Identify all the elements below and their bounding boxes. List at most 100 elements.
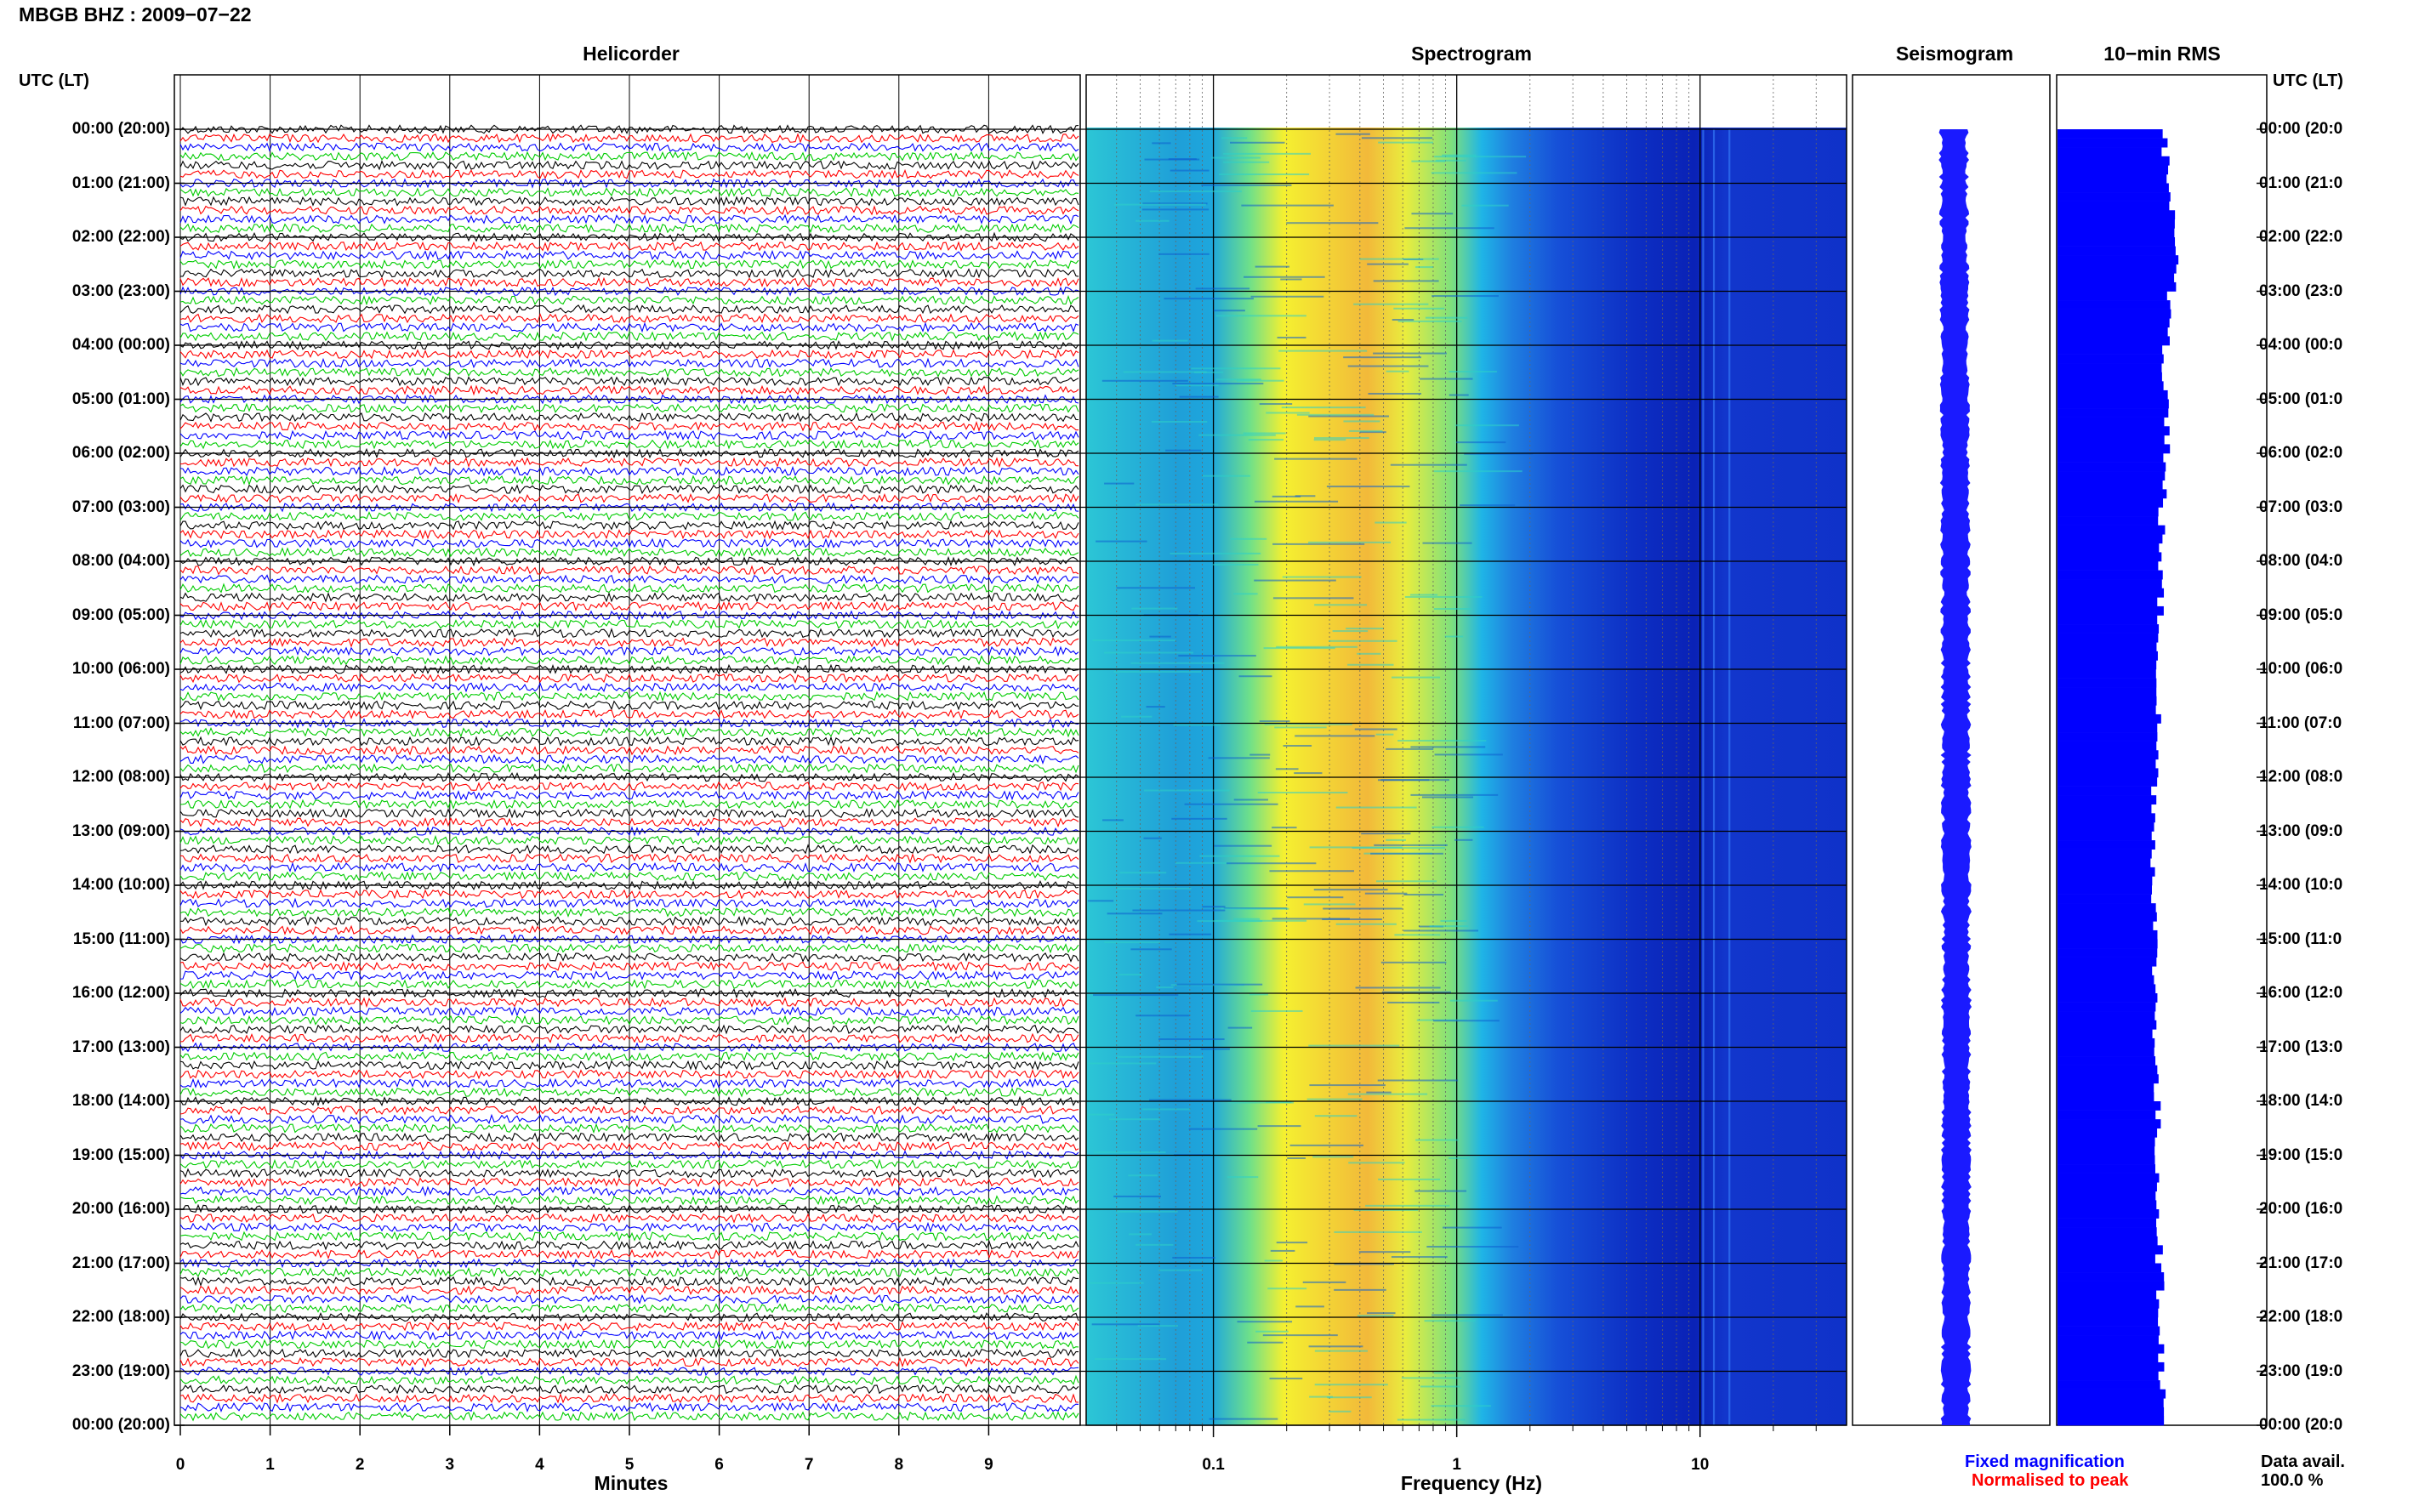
spectrogram-noise-streak <box>1367 263 1409 265</box>
rms-bar <box>2058 588 2165 598</box>
rms-bar <box>2058 1065 2158 1075</box>
rms-bar <box>2058 1380 2160 1390</box>
right-hour-label: 00:00 (20:0 <box>2259 1416 2343 1434</box>
rms-bar <box>2058 660 2157 670</box>
spectrogram-noise-streak <box>1434 156 1527 158</box>
rms-bar <box>2058 849 2152 859</box>
right-hour-label: 20:00 (16:0 <box>2259 1200 2343 1218</box>
spectrogram-noise-streak <box>1289 1144 1363 1146</box>
spectrogram-noise-streak <box>1272 827 1297 829</box>
spectrogram-noise-streak <box>1269 1378 1303 1380</box>
spectrogram-noise-streak <box>1358 1251 1411 1253</box>
spectrogram-noise-streak <box>1370 852 1443 855</box>
helicorder-trace-line <box>179 367 1079 378</box>
right-hour-label: 02:00 (22:0 <box>2259 228 2343 246</box>
spectrogram-noise-streak <box>1104 941 1161 944</box>
spectrogram-noise-streak <box>1094 1151 1166 1153</box>
spectrogram-noise-streak <box>1132 909 1226 912</box>
rms-bar <box>2058 597 2158 607</box>
spectrogram-noise-streak <box>1366 1091 1392 1094</box>
spectrogram-noise-streak <box>1201 184 1292 186</box>
rms-bar <box>2058 1218 2157 1228</box>
seismogram-envelope <box>1938 129 1972 1425</box>
spectrogram-noise-streak <box>1403 894 1444 896</box>
helicorder-trace-line <box>179 321 1079 333</box>
left-axis-label: UTC (LT) <box>19 71 89 90</box>
spectrogram-noise-streak <box>1367 1312 1396 1315</box>
rms-bar <box>2058 453 2164 463</box>
spectrogram-noise-streak <box>1302 1281 1346 1283</box>
helicorder-trace-line <box>179 1248 1079 1260</box>
helicorder-x-label: Minutes <box>594 1472 669 1494</box>
spectrogram-noise-streak <box>1433 608 1471 611</box>
left-hour-label: 12:00 (08:00) <box>71 768 170 786</box>
spectrogram-noise-streak <box>1223 152 1312 155</box>
rms-bar <box>2058 426 2170 436</box>
helicorder-trace-line <box>179 384 1079 396</box>
spectrogram-noise-streak <box>1420 1385 1460 1388</box>
rms-bar <box>2058 444 2171 454</box>
helicorder-trace-line <box>179 259 1079 270</box>
helicorder-trace-line <box>179 178 1079 189</box>
helicorder-trace-line <box>179 1185 1079 1197</box>
spectrogram-noise-streak <box>1121 715 1153 718</box>
right-hour-label: 17:00 (13:0 <box>2259 1037 2343 1056</box>
right-axis-label: UTC (LT) <box>2273 71 2343 90</box>
rms-bar <box>2058 264 2177 274</box>
spectrogram-title: Spectrogram <box>1411 43 1532 65</box>
spectrogram-noise-streak <box>1226 862 1317 865</box>
spectrogram-noise-streak <box>1378 141 1434 144</box>
rms-bar <box>2058 1253 2155 1264</box>
spectrogram-noise-streak <box>1202 475 1250 477</box>
rms-bar <box>2058 237 2176 247</box>
rms-bar <box>2058 786 2152 796</box>
spectrogram-noise-streak <box>1087 900 1114 902</box>
spectrogram-noise-streak <box>1130 948 1172 951</box>
helicorder-trace-line <box>179 592 1079 603</box>
left-hour-label: 14:00 (10:00) <box>71 876 170 894</box>
spectrogram-noise-streak <box>1429 925 1469 928</box>
spectrogram-noise-streak <box>1146 706 1165 708</box>
spectrogram-noise-streak <box>1274 726 1327 729</box>
spectrogram-noise-streak <box>1214 844 1272 847</box>
helicorder-trace-line <box>179 1042 1079 1053</box>
rms-bar <box>2058 1011 2155 1021</box>
spectrogram-noise-streak <box>1116 587 1196 589</box>
right-hour-label: 09:00 (05:0 <box>2259 605 2343 624</box>
rms-bar <box>2058 1236 2158 1246</box>
spectrogram-noise-streak <box>1308 1044 1400 1047</box>
spectrogram-noise-streak <box>1368 392 1422 395</box>
spectrogram-noise-streak <box>1332 630 1369 633</box>
spectrogram-noise-streak <box>1424 1320 1476 1322</box>
spectrogram-noise-streak <box>1136 503 1219 506</box>
rms-bar <box>2058 417 2165 427</box>
spectrogram-noise-streak <box>1264 1259 1283 1262</box>
helicorder-trace-line <box>179 331 1079 342</box>
helicorder-trace-line <box>179 808 1079 819</box>
spectrogram-noise-streak <box>1411 213 1454 215</box>
helicorder-trace-line <box>179 700 1079 711</box>
spectrogram-noise-streak <box>1391 1256 1448 1259</box>
helicorder-trace-line <box>179 511 1079 521</box>
rms-bar <box>2058 678 2157 688</box>
rms-bar <box>2058 336 2170 346</box>
rms-bar <box>2058 147 2162 157</box>
spectrogram-noise-streak <box>1170 552 1261 554</box>
rms-bar <box>2058 471 2166 481</box>
spectrogram-noise-streak <box>1377 1079 1459 1082</box>
helicorder-trace-line <box>179 241 1079 252</box>
spectrogram-noise-streak <box>1102 819 1124 821</box>
helicorder-trace-line <box>179 376 1079 387</box>
spectrogram-noise-streak <box>1411 160 1446 162</box>
spectrogram-noise-streak <box>1308 541 1392 543</box>
rms-bar <box>2058 291 2167 301</box>
hour-tick-marks <box>174 128 2267 1426</box>
spectrogram-noise-streak <box>1313 889 1388 891</box>
rms-bar <box>2058 300 2171 310</box>
spectrogram-noise-streak <box>1136 1015 1190 1017</box>
spectrogram-noise-streak <box>1199 855 1280 857</box>
helicorder-trace-line <box>179 565 1079 576</box>
rms-bar <box>2058 228 2175 238</box>
helicorder-trace-line <box>179 1024 1079 1035</box>
helicorder-trace-line <box>179 1105 1079 1116</box>
